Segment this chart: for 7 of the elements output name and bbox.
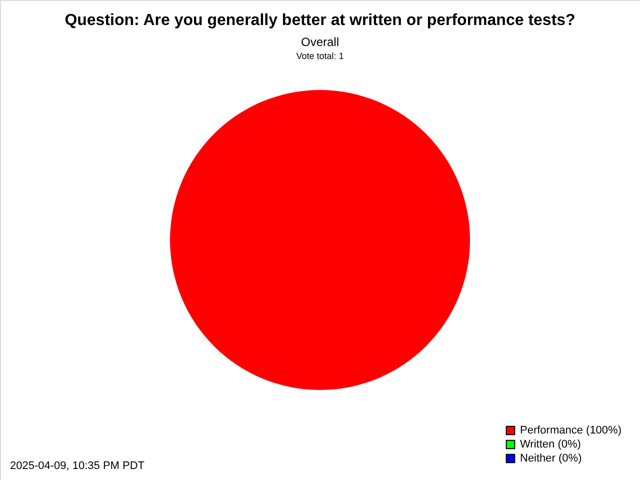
legend-label: Written (0%)	[520, 438, 581, 450]
legend-label: Performance (100%)	[520, 424, 622, 436]
chart-title: Question: Are you generally better at written or performance tests?	[64, 12, 576, 29]
text: Vote total: 1	[296, 51, 344, 61]
chart-subtitle: Overall	[300, 35, 340, 49]
legend-label: Neither (0%)	[520, 452, 582, 464]
text: 2025-04-09, 10:35 PM PDT	[10, 460, 145, 472]
